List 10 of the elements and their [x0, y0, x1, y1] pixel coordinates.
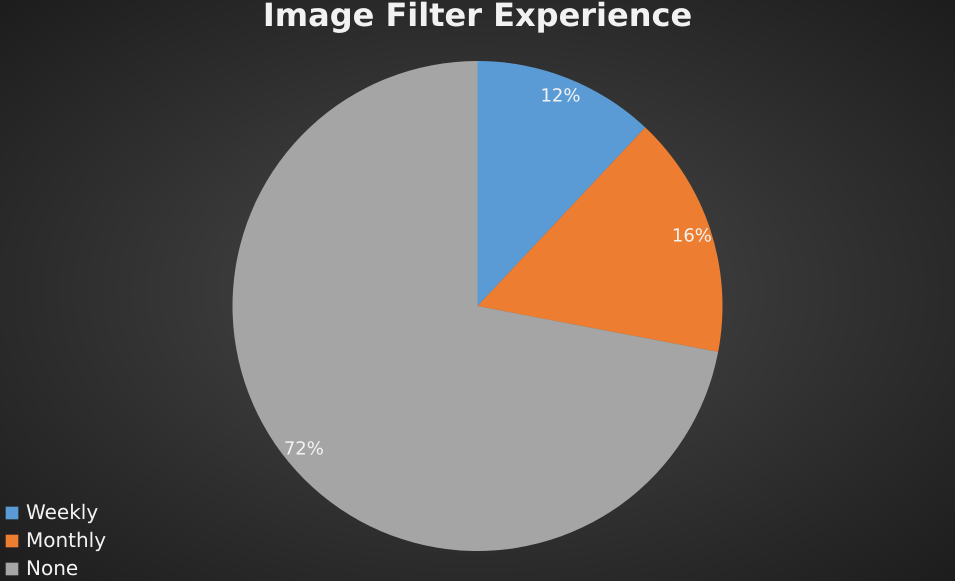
- legend-label: None: [26, 556, 78, 580]
- data-label: 12%: [540, 85, 580, 106]
- pie-slice: [232, 61, 718, 551]
- data-label: 72%: [284, 438, 324, 460]
- pie-slice: [478, 61, 646, 306]
- legend-label: Weekly: [26, 500, 98, 524]
- chart-title: Image Filter Experience: [262, 0, 692, 34]
- legend-label: Monthly: [26, 528, 106, 552]
- pie-slice: [478, 127, 722, 352]
- data-label: 16%: [672, 225, 712, 246]
